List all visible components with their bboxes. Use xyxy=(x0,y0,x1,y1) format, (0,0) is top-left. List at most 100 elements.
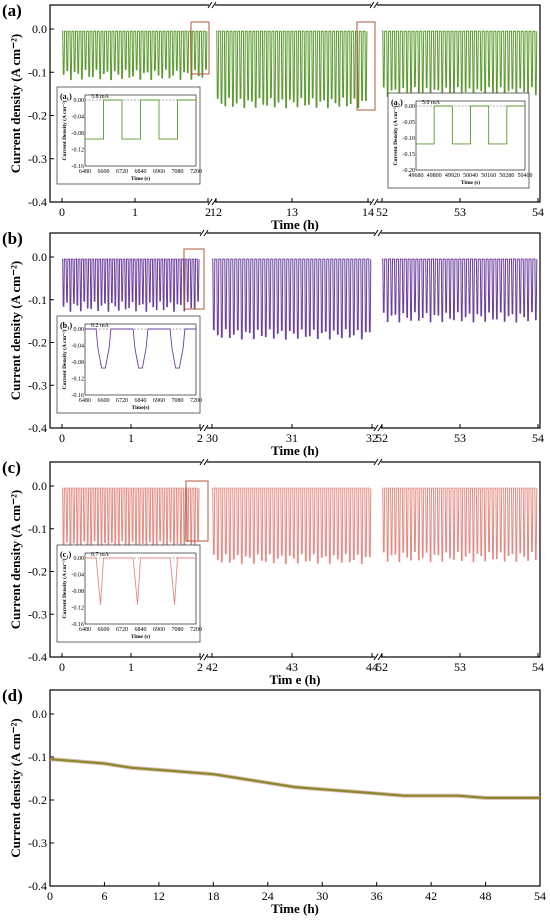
axis-break-mark xyxy=(373,1,379,9)
inset-x-tick-label: 6960 xyxy=(153,169,165,175)
x-tick-label: 52 xyxy=(376,660,388,674)
x-tick-label: 53 xyxy=(454,431,466,445)
x-axis-label: Time (h) xyxy=(271,901,319,916)
axis-break-mask xyxy=(375,425,381,431)
inset-y-tick-label: -0.08 xyxy=(72,589,85,595)
inset-x-tick-label: 50040 xyxy=(463,173,478,179)
series-line xyxy=(212,258,372,340)
x-tick-label: 31 xyxy=(286,431,298,445)
axis-break-mark xyxy=(377,424,383,432)
series-line xyxy=(49,758,540,799)
inset-x-tick-label: 6840 xyxy=(135,398,147,404)
inset-plot-frame xyxy=(415,100,526,171)
inset-label: (c₁) xyxy=(60,550,72,559)
inset-y-label: Current Density (A cm⁻²) xyxy=(392,105,399,165)
x-tick-label: 52 xyxy=(376,205,388,219)
x-tick-label: 54 xyxy=(532,205,544,219)
inset-x-tick-label: 49920 xyxy=(445,173,460,179)
y-tick-label: -0.3 xyxy=(28,152,47,166)
axis-break-mask xyxy=(201,231,207,237)
axis-break-mark xyxy=(369,1,375,9)
x-tick-label: 32 xyxy=(366,431,378,445)
y-tick-label: -0.2 xyxy=(28,565,47,579)
series-line xyxy=(216,30,368,109)
inset-x-tick-label: 50160 xyxy=(481,173,496,179)
x-tick-label: 24 xyxy=(262,889,274,903)
inset-x-tick-label: 6600 xyxy=(98,398,110,404)
x-tick-label: 54 xyxy=(532,660,544,674)
inset-x-tick-label: 6600 xyxy=(98,169,110,175)
y-tick-label: 0.0 xyxy=(32,707,47,721)
axis-break-mask xyxy=(375,654,381,660)
y-tick-label: -0.3 xyxy=(28,378,47,392)
inset-0: (b₁) 0.2 mA 6480 6600 6720 6840 6960 7080 7200 0.… xyxy=(56,315,202,414)
y-tick-label: -0.4 xyxy=(28,879,47,893)
y-tick-label: 0.0 xyxy=(32,250,47,264)
axis-break-mark xyxy=(203,653,209,661)
x-tick-label: 2 xyxy=(205,205,211,219)
inset-x-tick-label: 7200 xyxy=(190,627,202,633)
panel-label: (a) xyxy=(2,1,22,20)
highlight-box xyxy=(185,480,209,542)
axis-break-mask xyxy=(375,231,381,237)
y-axis-label: Current density (A cm⁻²) xyxy=(8,718,23,857)
inset-y-tick-label: -0.10 xyxy=(403,136,416,142)
y-axis-label: Current density (A cm⁻²) xyxy=(8,261,23,400)
inset-label: (a₁) xyxy=(60,92,72,101)
inset-series-line xyxy=(85,328,196,369)
x-tick-label: 53 xyxy=(454,205,466,219)
axis-break-mask xyxy=(209,3,215,9)
x-tick-label: 1 xyxy=(128,660,134,674)
axis-break-mark xyxy=(211,1,217,9)
axis-break-mark xyxy=(373,458,379,466)
inset-y-tick-label: -0.04 xyxy=(72,573,85,579)
inset-x-tick-label: 6720 xyxy=(116,627,128,633)
inset-annotation: 0.7 mA xyxy=(91,552,110,558)
panel-a: (a) Current density (A cm⁻²) 0.0 -0.1 -0.2 -0… xyxy=(2,1,544,232)
axis-break-mark xyxy=(207,1,213,9)
x-tick-label: 18 xyxy=(207,889,219,903)
inset-x-tick-label: 6480 xyxy=(79,398,91,404)
x-tick-label: 54 xyxy=(534,889,546,903)
x-tick-label: 2 xyxy=(197,431,203,445)
x-tick-label: 30 xyxy=(316,889,328,903)
inset-y-tick-label: -0.16 xyxy=(72,393,85,399)
x-tick-label: 42 xyxy=(425,889,437,903)
inset-x-label: Time (s) xyxy=(131,175,150,182)
panel-c: (c) Current density (A cm⁻²) 0.0 -0.1 -0.2 -0… xyxy=(2,458,544,687)
x-axis-label: Time (h) xyxy=(271,217,319,232)
inset-x-tick-label: 49800 xyxy=(427,173,442,179)
inset-x-tick-label: 49680 xyxy=(409,173,424,179)
inset-frame xyxy=(387,92,530,189)
series-line xyxy=(62,258,200,312)
axis-break-mark xyxy=(377,458,383,466)
highlight-box xyxy=(190,21,210,75)
x-axis-label: Time (h) xyxy=(271,443,319,458)
axis-break-mark xyxy=(203,424,209,432)
series-line xyxy=(382,258,538,323)
inset-y-tick-label: 0.00 xyxy=(74,556,85,562)
x-tick-label: 53 xyxy=(454,660,466,674)
inset-y-tick-label: -0.12 xyxy=(72,606,85,612)
inset-x-tick-label: 7080 xyxy=(172,398,184,404)
inset-y-tick-label: -0.16 xyxy=(72,164,85,170)
y-tick-label: -0.1 xyxy=(28,522,47,536)
inset-0: (a₁) 3.8 mA 6480 6600 6720 6840 6960 7080 7200 0.… xyxy=(56,86,202,185)
y-tick-label: -0.4 xyxy=(28,195,47,209)
plot-frame xyxy=(49,461,541,658)
inset-0: (c₁) 0.7 mA 6480 6600 6720 6840 6960 7080 7200 0.… xyxy=(56,544,202,643)
inset-x-label: Time (s) xyxy=(131,633,150,640)
inset-label: (a₂) xyxy=(391,98,403,107)
x-tick-label: 2 xyxy=(197,660,203,674)
inset-x-label: Time (s) xyxy=(461,179,480,186)
axis-break-mask xyxy=(371,199,377,205)
axis-break-mark xyxy=(199,653,205,661)
inset-x-label: Time(s) xyxy=(132,404,150,411)
x-tick-label: 42 xyxy=(206,660,218,674)
inset-y-tick-label: 0.00 xyxy=(405,104,416,110)
y-tick-label: -0.3 xyxy=(28,607,47,621)
x-tick-label: 36 xyxy=(371,889,383,903)
plot-frame xyxy=(49,232,541,429)
x-tick-label: 48 xyxy=(480,889,492,903)
